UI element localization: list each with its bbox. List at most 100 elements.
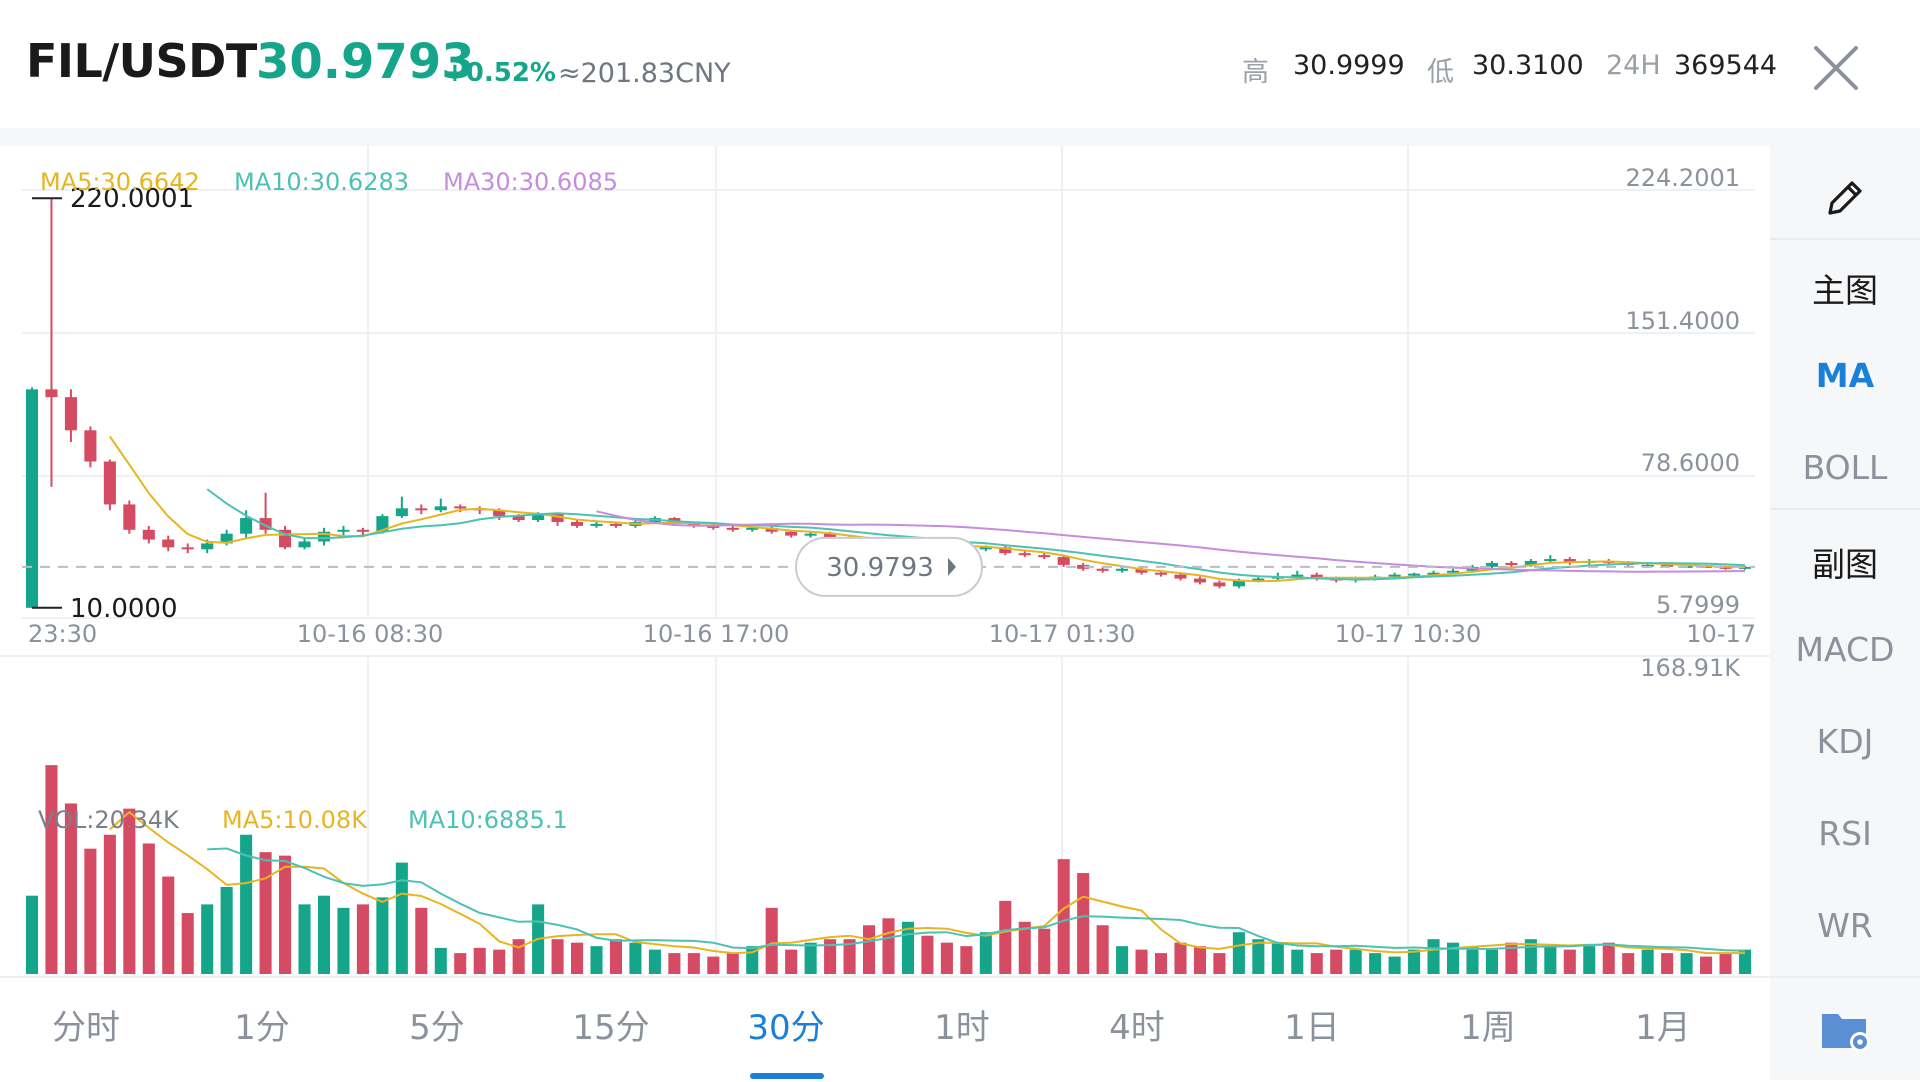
indicator-wr[interactable]: WR: [1817, 906, 1873, 945]
volume-bar: [162, 876, 175, 974]
tab-1month[interactable]: 1月: [1635, 1008, 1691, 1048]
time-axis-label: 10-16 08:30: [297, 620, 444, 648]
volume-bar: [785, 949, 798, 974]
tab-1week[interactable]: 1周: [1460, 1008, 1516, 1048]
sidebar-divider: [1770, 508, 1920, 510]
price-axis-label: 78.6000: [1641, 449, 1740, 477]
change-percent: +0.52%: [444, 58, 556, 88]
sidebar-divider: [1770, 238, 1920, 240]
candle-body: [707, 525, 720, 528]
volume-bar: [1369, 953, 1382, 974]
time-axis-label: 10-17: [1686, 620, 1756, 648]
tab-1min[interactable]: 1分: [234, 1008, 290, 1048]
min-price-marker: 10.0000: [70, 594, 178, 624]
volume-bar: [1038, 928, 1051, 974]
price-axis-label: 5.7999: [1656, 591, 1740, 619]
current-price-tag: [795, 536, 983, 597]
main-chart-label: 主图: [1812, 271, 1878, 310]
candle-body: [298, 541, 311, 548]
candle-body: [746, 527, 759, 530]
volume-bar: [1252, 939, 1265, 974]
candle-body: [1738, 566, 1752, 569]
volume-ma5-line: [109, 810, 1745, 955]
tab-time-sharing[interactable]: 分时: [52, 1008, 120, 1048]
vol-ma5-legend: MA5:10.08K: [222, 806, 367, 834]
indicator-boll[interactable]: BOLL: [1802, 448, 1888, 487]
volume-bar: [356, 904, 369, 974]
volume-axis-label: 168.91K: [1640, 654, 1741, 682]
tab-30min[interactable]: 30分: [747, 1008, 825, 1048]
volume-bar: [1096, 925, 1109, 974]
candle-body: [1096, 568, 1109, 571]
ticker-header: FIL/USDT 30.9793 +0.52% ≈201.83CNY 高 30.…: [0, 0, 1920, 128]
vol24-value: 369544: [1674, 50, 1778, 81]
candle-body: [804, 533, 817, 536]
candle-body: [1505, 562, 1518, 565]
candle-body: [395, 508, 408, 517]
indicator-ma[interactable]: MA: [1815, 356, 1875, 395]
volume-bar: [1719, 953, 1732, 974]
candle-body: [142, 529, 155, 540]
volume-bar: [609, 939, 623, 974]
candle-body: [532, 514, 545, 521]
volume-ma10-line: [207, 847, 1746, 952]
chevron-right-icon: [948, 557, 956, 576]
tab-5min[interactable]: 5分: [409, 1008, 465, 1048]
volume-bar: [415, 907, 428, 974]
chart-settings-button[interactable]: [1816, 1000, 1876, 1056]
indicator-rsi[interactable]: RSI: [1818, 814, 1872, 853]
volume-bar: [1271, 942, 1284, 974]
ma5-legend: MA5:30.6642: [40, 168, 200, 196]
kline-chart[interactable]: 224.2001 151.4000 78.6000 5.7999 168.91K 23:3…: [0, 146, 1770, 976]
low-value: 30.3100: [1472, 50, 1584, 81]
candle-body: [434, 506, 447, 511]
tab-15min[interactable]: 15分: [572, 1008, 650, 1048]
vol-ma10-legend: MA10:6885.1: [408, 806, 568, 834]
indicator-kdj[interactable]: KDJ: [1816, 722, 1874, 761]
vol-legend: VOL:20.34K: [38, 806, 179, 834]
folder-settings-icon: [1822, 1014, 1870, 1052]
volume-bar: [1116, 946, 1129, 974]
volume-bar: [1446, 942, 1460, 974]
tab-1day[interactable]: 1日: [1284, 1008, 1340, 1048]
candle-body: [1408, 573, 1421, 576]
candle-body: [1524, 560, 1537, 565]
volume-bar: [629, 942, 642, 974]
indicator-macd[interactable]: MACD: [1795, 630, 1895, 669]
candle-body: [609, 523, 623, 526]
pencil-icon: [1828, 181, 1862, 215]
low-label: 低: [1427, 57, 1454, 88]
candle-body: [785, 531, 798, 536]
volume-bar: [1057, 859, 1070, 974]
candle-body: [1038, 555, 1051, 558]
volume-bar: [862, 925, 876, 974]
volume-bar: [551, 939, 564, 974]
tab-4hour[interactable]: 4时: [1109, 1008, 1165, 1048]
close-button[interactable]: [1808, 40, 1864, 96]
volume-bar: [1563, 949, 1576, 974]
tab-1hour[interactable]: 1时: [934, 1008, 990, 1048]
volume-bar: [220, 886, 233, 974]
volume-bar: [45, 765, 58, 974]
volume-bar: [1310, 953, 1323, 974]
volume-bar: [1622, 953, 1635, 974]
candle-body: [493, 510, 506, 517]
volume-bar: [1427, 939, 1440, 974]
header-separator: [0, 128, 1920, 146]
time-axis-label: 23:30: [28, 620, 97, 648]
volume-bar: [707, 956, 720, 974]
volume-bar: [1641, 949, 1654, 974]
volume-bar: [668, 953, 681, 974]
interval-tab-bar: [0, 976, 1920, 1082]
kline-chart-svg[interactable]: 224.2001 151.4000 78.6000 5.7999 168.91K 23:3…: [0, 146, 1770, 976]
candle-body: [1174, 574, 1187, 579]
draw-tool-button[interactable]: [1770, 168, 1920, 228]
trading-pair: FIL/USDT: [26, 34, 257, 88]
volume-bar: [882, 918, 895, 974]
volume-bar: [804, 942, 817, 974]
close-icon: [1814, 46, 1858, 90]
sub-chart-label: 副图: [1812, 545, 1878, 584]
candle-body: [1077, 564, 1090, 569]
volume-bar: [337, 907, 350, 974]
volume-bar: [1135, 949, 1148, 974]
